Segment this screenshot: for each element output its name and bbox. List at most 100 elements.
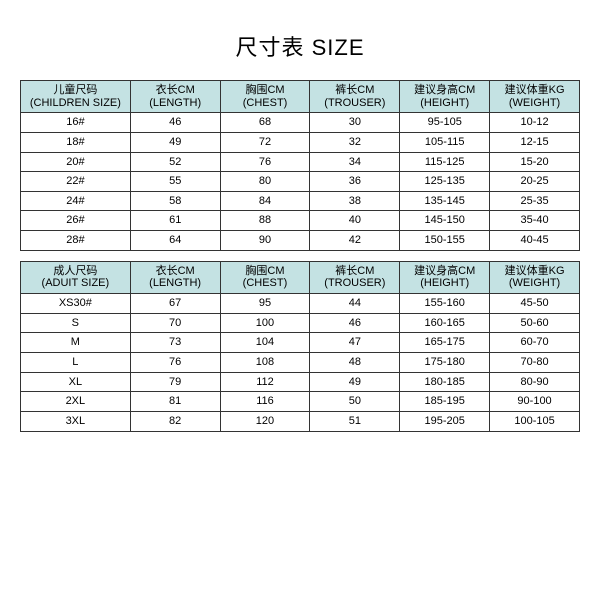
table-cell: XS30# <box>21 294 131 314</box>
col-en: (CHEST) <box>223 97 308 110</box>
table-row: S7010046160-16550-60 <box>21 313 580 333</box>
table-cell: 28# <box>21 231 131 251</box>
col-en: (HEIGHT) <box>402 97 487 110</box>
table-cell: 15-20 <box>490 152 580 172</box>
col-zh: 成人尺码 <box>23 265 128 278</box>
table-cell: 185-195 <box>400 392 490 412</box>
table-row: XL7911249180-18580-90 <box>21 372 580 392</box>
col-en: (WEIGHT) <box>492 277 577 290</box>
table-cell: 40-45 <box>490 231 580 251</box>
table-cell: 145-150 <box>400 211 490 231</box>
table-row: 18#497232105-11512-15 <box>21 132 580 152</box>
table-cell: 51 <box>310 411 400 431</box>
table-cell: 38 <box>310 191 400 211</box>
table-row: 24#588438135-14525-35 <box>21 191 580 211</box>
table-cell: 45-50 <box>490 294 580 314</box>
col-length: 衣长CM (LENGTH) <box>130 261 220 293</box>
table-cell: 95 <box>220 294 310 314</box>
table-cell: 30 <box>310 113 400 133</box>
col-en: (LENGTH) <box>133 277 218 290</box>
col-zh: 衣长CM <box>133 84 218 97</box>
table-cell: 50-60 <box>490 313 580 333</box>
table-cell: 22# <box>21 172 131 192</box>
table-cell: 68 <box>220 113 310 133</box>
table-cell: 115-125 <box>400 152 490 172</box>
adult-header-row: 成人尺码 (ADUIT SIZE) 衣长CM (LENGTH) 胸围CM (CH… <box>21 261 580 293</box>
table-row: 2XL8111650185-19590-100 <box>21 392 580 412</box>
table-cell: 26# <box>21 211 131 231</box>
table-cell: 160-165 <box>400 313 490 333</box>
table-row: 20#527634115-12515-20 <box>21 152 580 172</box>
table-cell: 108 <box>220 352 310 372</box>
col-zh: 儿童尺码 <box>23 84 128 97</box>
table-cell: 90-100 <box>490 392 580 412</box>
table-cell: 52 <box>130 152 220 172</box>
col-zh: 胸围CM <box>223 84 308 97</box>
table-row: 16#46683095-10510-12 <box>21 113 580 133</box>
table-cell: 67 <box>130 294 220 314</box>
col-zh: 裤长CM <box>312 84 397 97</box>
table-cell: 34 <box>310 152 400 172</box>
table-cell: 155-160 <box>400 294 490 314</box>
table-cell: 46 <box>130 113 220 133</box>
table-cell: 47 <box>310 333 400 353</box>
table-cell: 135-145 <box>400 191 490 211</box>
table-cell: 35-40 <box>490 211 580 231</box>
col-chest: 胸围CM (CHEST) <box>220 261 310 293</box>
table-cell: 61 <box>130 211 220 231</box>
table-cell: 100-105 <box>490 411 580 431</box>
table-cell: 50 <box>310 392 400 412</box>
table-cell: 12-15 <box>490 132 580 152</box>
table-cell: 36 <box>310 172 400 192</box>
table-cell: 49 <box>310 372 400 392</box>
table-cell: 42 <box>310 231 400 251</box>
col-zh: 建议体重KG <box>492 84 577 97</box>
table-cell: 40 <box>310 211 400 231</box>
table-cell: 79 <box>130 372 220 392</box>
table-cell: 100 <box>220 313 310 333</box>
col-adult-size: 成人尺码 (ADUIT SIZE) <box>21 261 131 293</box>
table-cell: 105-115 <box>400 132 490 152</box>
table-cell: 175-180 <box>400 352 490 372</box>
table-cell: 49 <box>130 132 220 152</box>
table-cell: 16# <box>21 113 131 133</box>
table-cell: 48 <box>310 352 400 372</box>
table-cell: 70 <box>130 313 220 333</box>
table-cell: 20# <box>21 152 131 172</box>
table-row: M7310447165-17560-70 <box>21 333 580 353</box>
table-cell: 24# <box>21 191 131 211</box>
table-cell: 72 <box>220 132 310 152</box>
col-en: (HEIGHT) <box>402 277 487 290</box>
col-zh: 裤长CM <box>312 265 397 278</box>
table-cell: 20-25 <box>490 172 580 192</box>
table-cell: 82 <box>130 411 220 431</box>
table-cell: 76 <box>220 152 310 172</box>
table-cell: 84 <box>220 191 310 211</box>
col-en: (ADUIT SIZE) <box>23 277 128 290</box>
col-en: (CHEST) <box>223 277 308 290</box>
col-en: (CHILDREN SIZE) <box>23 97 128 110</box>
table-cell: 10-12 <box>490 113 580 133</box>
table-cell: 3XL <box>21 411 131 431</box>
table-cell: 80 <box>220 172 310 192</box>
col-zh: 建议身高CM <box>402 265 487 278</box>
table-cell: 46 <box>310 313 400 333</box>
table-cell: 55 <box>130 172 220 192</box>
table-cell: 2XL <box>21 392 131 412</box>
col-trouser: 裤长CM (TROUSER) <box>310 81 400 113</box>
table-cell: S <box>21 313 131 333</box>
table-row: 22#558036125-13520-25 <box>21 172 580 192</box>
col-height: 建议身高CM (HEIGHT) <box>400 81 490 113</box>
table-cell: 104 <box>220 333 310 353</box>
col-zh: 建议体重KG <box>492 265 577 278</box>
table-cell: 80-90 <box>490 372 580 392</box>
table-cell: 125-135 <box>400 172 490 192</box>
table-cell: 180-185 <box>400 372 490 392</box>
table-cell: 64 <box>130 231 220 251</box>
col-en: (WEIGHT) <box>492 97 577 110</box>
table-cell: 81 <box>130 392 220 412</box>
table-cell: 70-80 <box>490 352 580 372</box>
children-body: 16#46683095-10510-1218#497232105-11512-1… <box>21 113 580 250</box>
children-header-row: 儿童尺码 (CHILDREN SIZE) 衣长CM (LENGTH) 胸围CM … <box>21 81 580 113</box>
table-cell: 95-105 <box>400 113 490 133</box>
